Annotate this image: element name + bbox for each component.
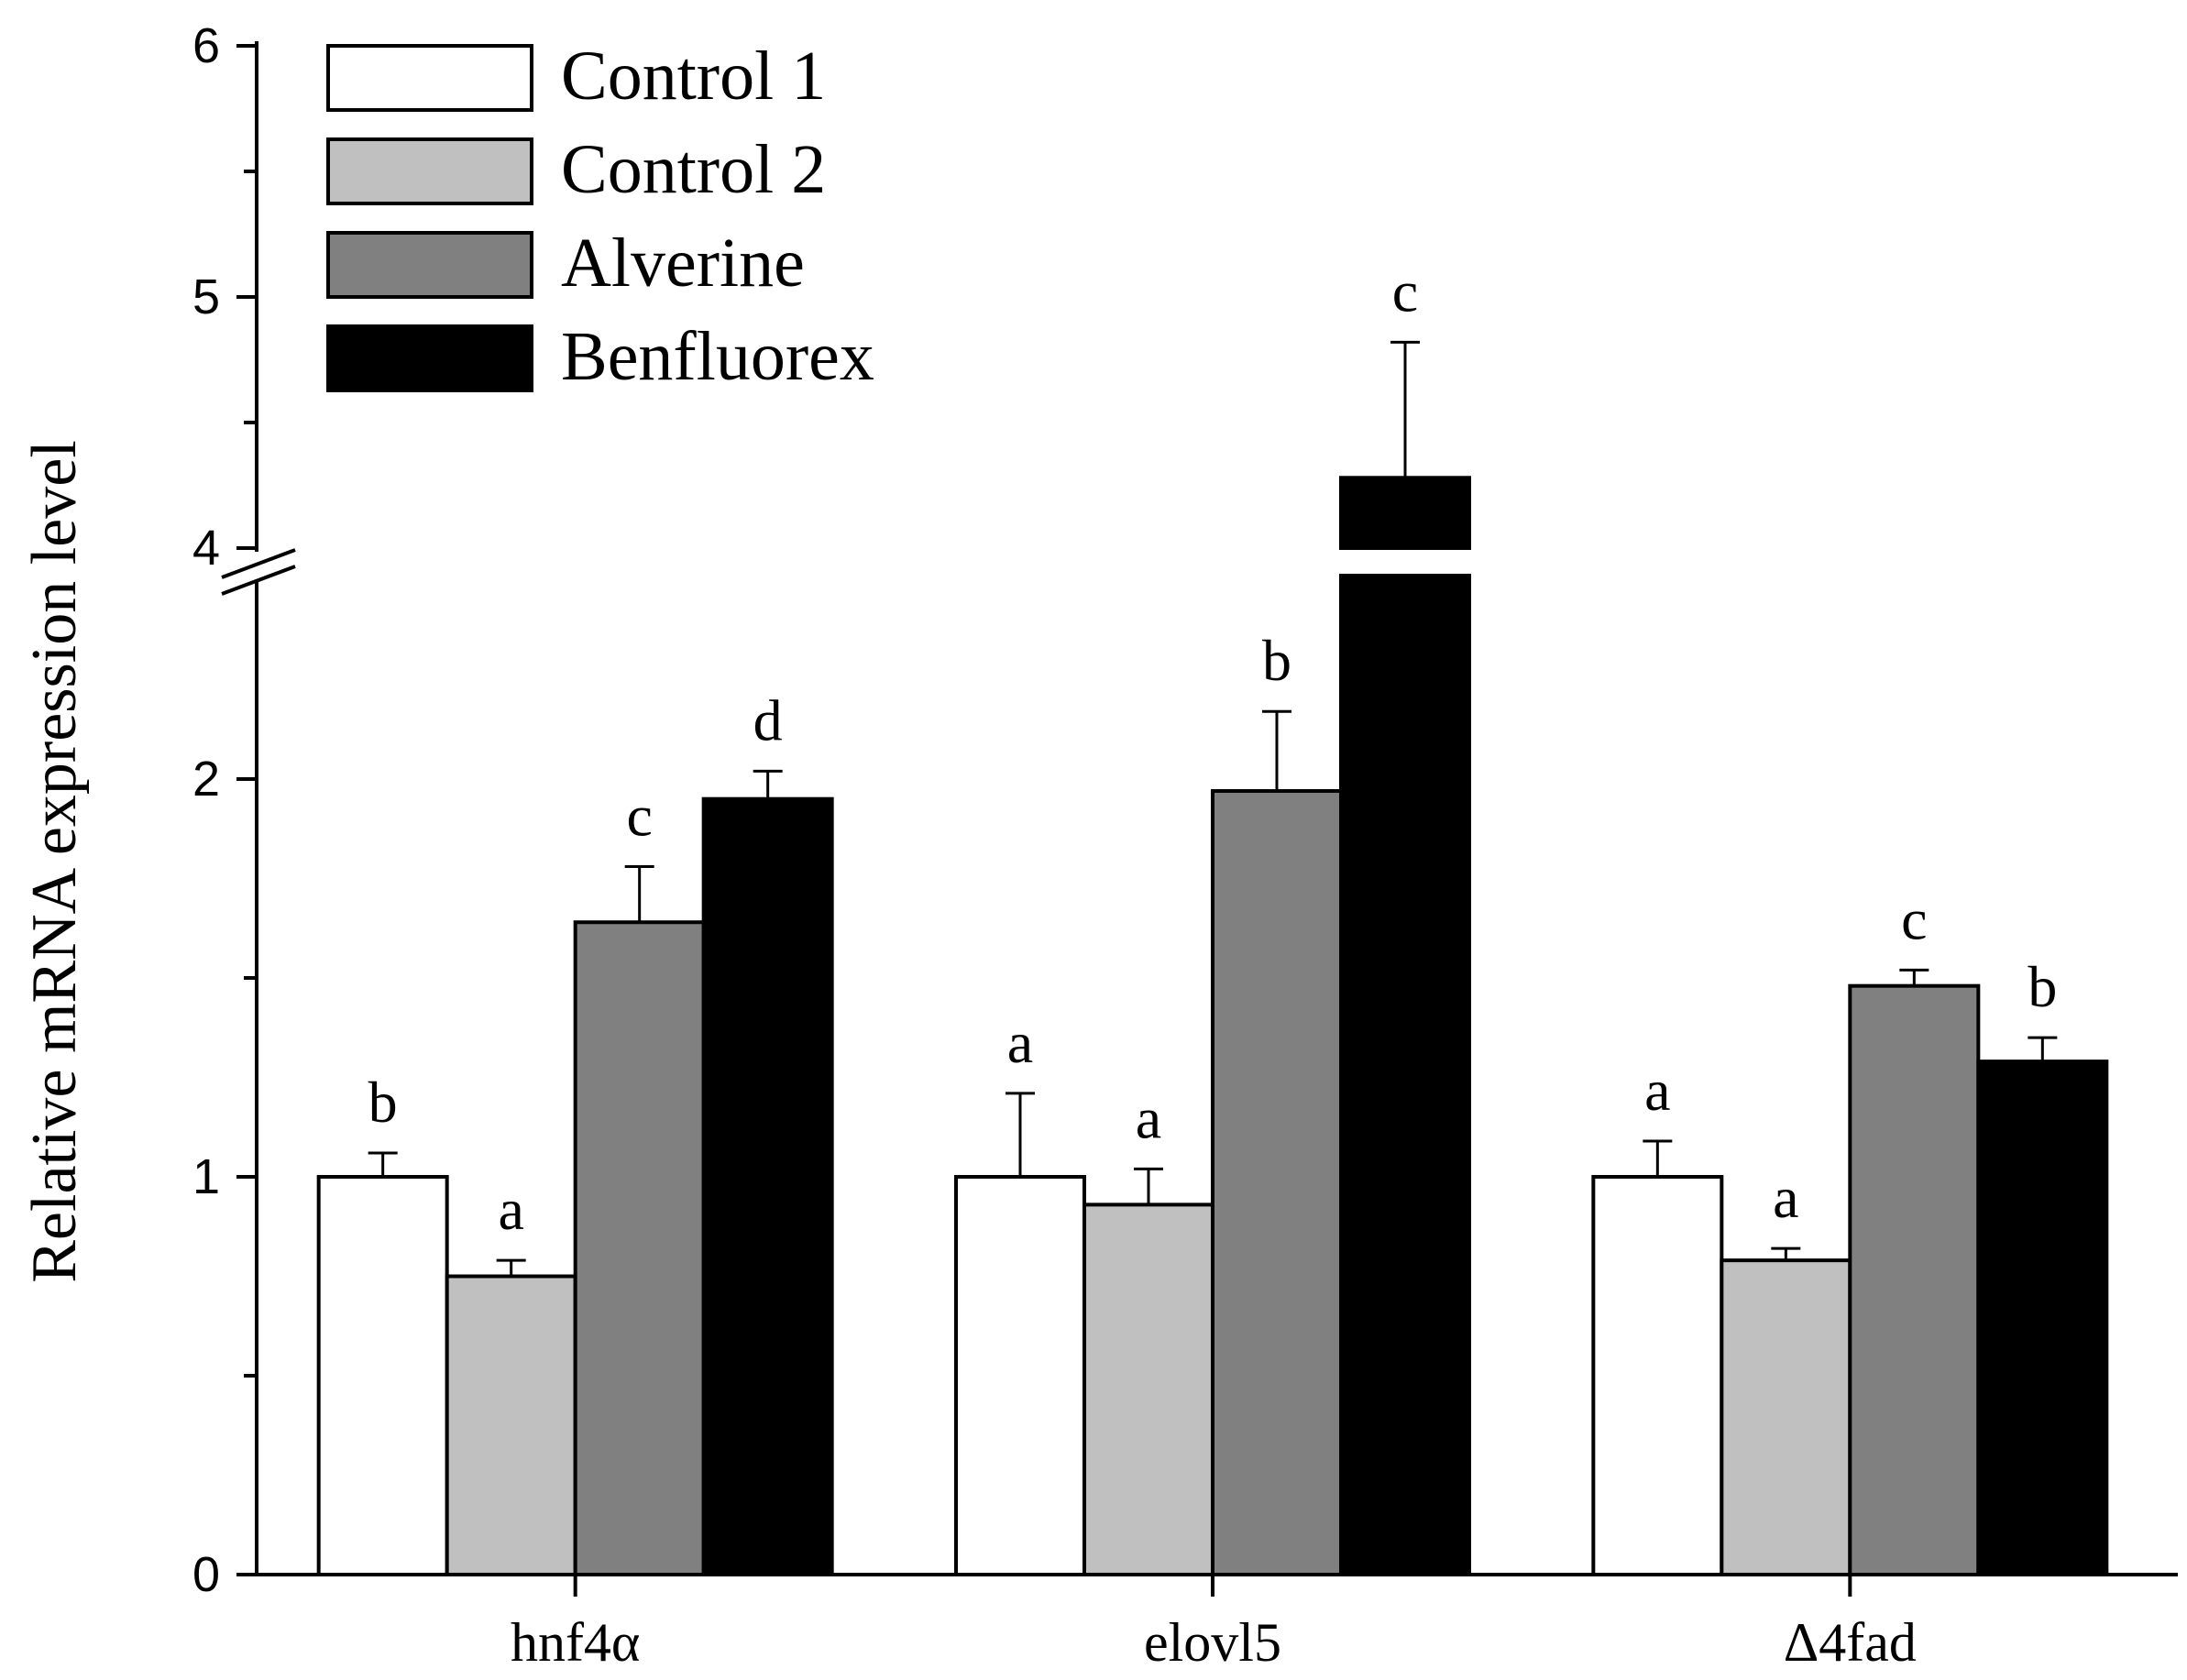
legend-swatch bbox=[326, 324, 533, 392]
bar bbox=[1848, 983, 1981, 1577]
x-tick-label: Δ4fad bbox=[1784, 1612, 1917, 1673]
bar bbox=[1976, 1060, 2109, 1576]
bar bbox=[701, 796, 834, 1576]
bars: b a c d a a b c a a c b bbox=[316, 258, 2109, 1577]
significance-label: a bbox=[1644, 1058, 1670, 1123]
significance-label: b bbox=[368, 1070, 398, 1135]
axis-break-mark bbox=[221, 548, 296, 579]
significance-label: b bbox=[2028, 954, 2057, 1019]
y-axis-label: Relative mRNA expression level bbox=[19, 440, 90, 1283]
significance-label: c bbox=[1392, 258, 1418, 324]
bar bbox=[1339, 574, 1471, 1576]
significance-label: c bbox=[626, 783, 652, 848]
bar bbox=[1591, 1175, 1724, 1576]
y-tick-label: 5 bbox=[192, 269, 220, 324]
legend-label: Alverine bbox=[561, 225, 805, 302]
legend-label: Control 2 bbox=[561, 131, 826, 208]
axis-break-mark bbox=[221, 565, 296, 596]
bar bbox=[1339, 476, 1471, 551]
significance-label: b bbox=[1262, 628, 1291, 693]
bar bbox=[1720, 1258, 1852, 1576]
legend: Control 1 Control 2 Alverine Benfluorex bbox=[326, 38, 874, 395]
legend-label: Benfluorex bbox=[561, 318, 874, 395]
significance-label: a bbox=[1136, 1085, 1161, 1150]
y-tick-label: 2 bbox=[192, 752, 220, 807]
legend-swatch bbox=[326, 137, 533, 205]
significance-label: a bbox=[1773, 1165, 1798, 1230]
legend-label: Control 1 bbox=[561, 38, 826, 115]
bar bbox=[573, 920, 706, 1576]
bar bbox=[316, 1175, 449, 1576]
significance-label: a bbox=[498, 1177, 523, 1242]
significance-label: c bbox=[1901, 886, 1927, 951]
x-tick-label: hnf4α bbox=[511, 1612, 640, 1673]
legend-swatch bbox=[326, 44, 533, 112]
y-tick-label: 1 bbox=[192, 1149, 220, 1204]
legend-swatch bbox=[326, 231, 533, 299]
significance-label: a bbox=[1007, 1010, 1033, 1075]
y-tick-label: 0 bbox=[192, 1547, 220, 1602]
bar bbox=[1083, 1202, 1214, 1576]
x-tick-label: elovl5 bbox=[1144, 1612, 1281, 1673]
y-tick-label: 4 bbox=[192, 521, 220, 576]
significance-label: d bbox=[753, 687, 783, 752]
y-tick-label: 6 bbox=[192, 18, 220, 73]
bar bbox=[445, 1274, 577, 1576]
bar bbox=[954, 1175, 1086, 1576]
bar bbox=[1211, 789, 1343, 1576]
